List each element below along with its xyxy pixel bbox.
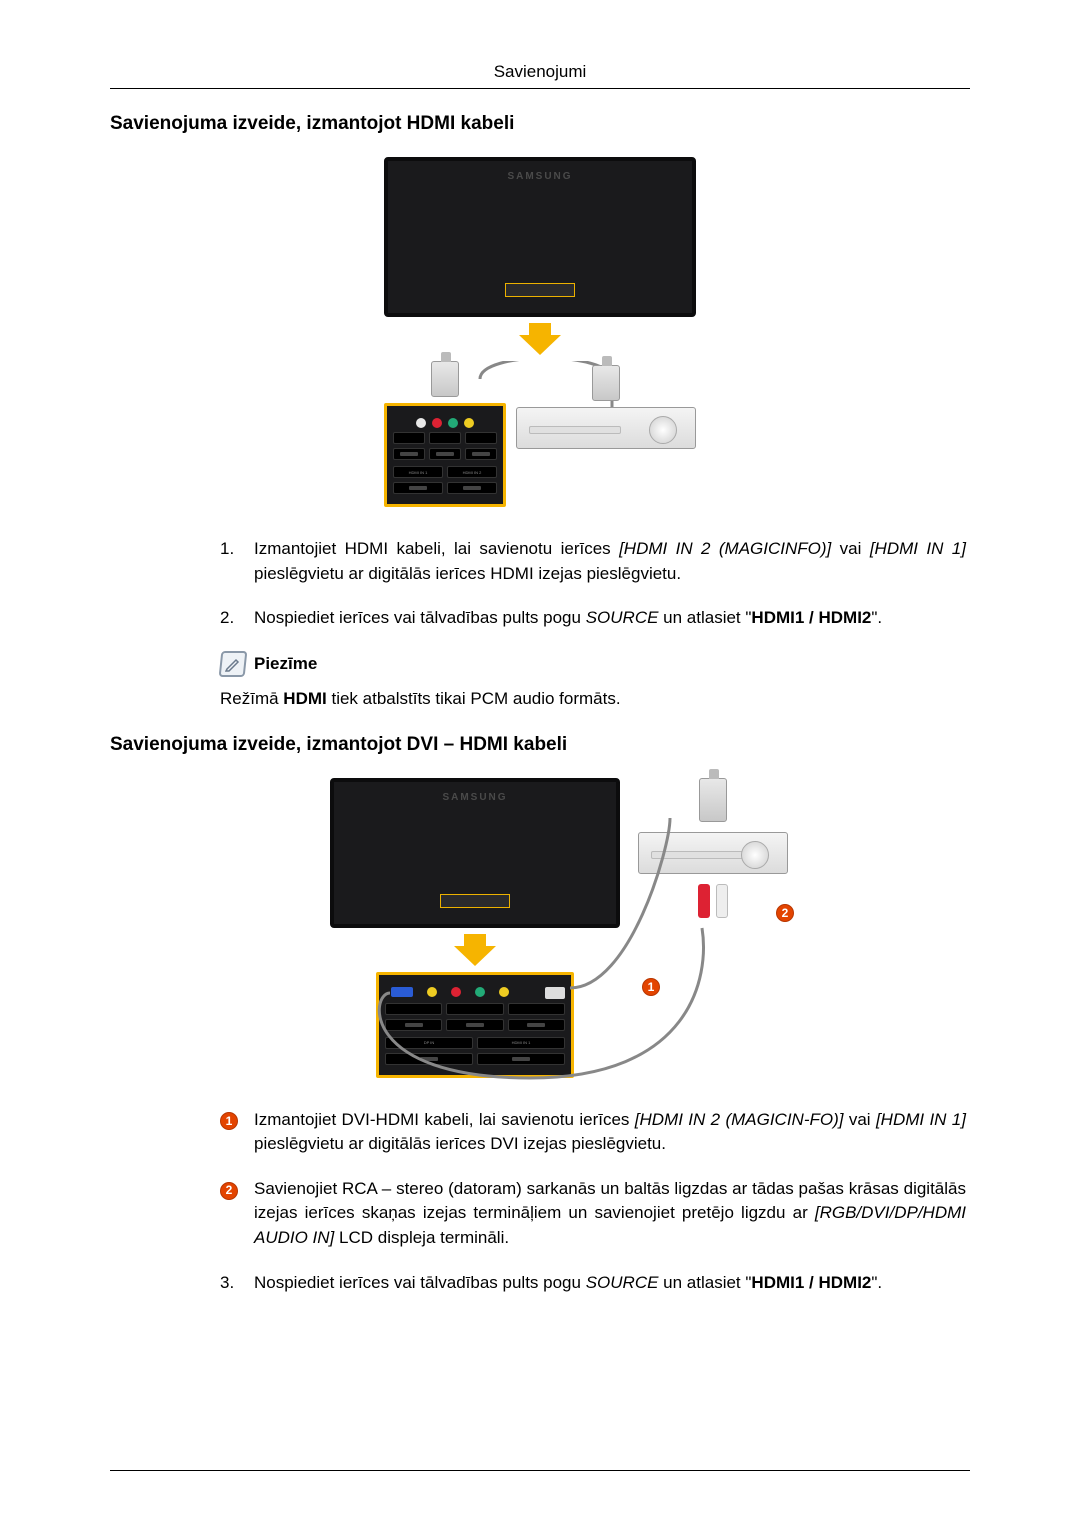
dvi-connector: [699, 778, 727, 822]
section2-diagram: SAMSUNG DP INHDM: [110, 778, 970, 1078]
section1-heading: Savienojuma izveide, izmantojot HDMI kab…: [110, 113, 970, 135]
text-fragment: vai: [831, 539, 870, 558]
list-item: 2 Savienojiet RCA – stereo (datoram) sar…: [220, 1177, 966, 1251]
text-fragment: Nospiediet ierīces vai tālvadības pults …: [254, 1273, 586, 1292]
footer-divider: [110, 1470, 970, 1471]
external-device-player: [516, 407, 696, 449]
text-fragment: un atlasiet ": [658, 1273, 751, 1292]
section2-heading: Savienojuma izveide, izmantojot DVI – HD…: [110, 734, 970, 756]
list-badge-icon: 2: [220, 1182, 238, 1200]
note-body: Režīmā HDMI tiek atbalstīts tikai PCM au…: [220, 687, 970, 712]
page-breadcrumb: Savienojumi: [110, 62, 970, 88]
list-item: 3. Nospiediet ierīces vai tālvadības pul…: [220, 1271, 966, 1296]
tv-hdmi-slot-highlight: [505, 283, 575, 297]
tv-brand-label: SAMSUNG: [442, 792, 507, 803]
hdmi-connector-tv-side: [431, 361, 459, 397]
text-fragment: Izmantojiet DVI-HDMI kabeli, lai savieno…: [254, 1110, 635, 1129]
note-label: Piezīme: [254, 654, 317, 674]
text-fragment-italic: [HDMI IN 1]: [870, 539, 966, 558]
section1-list: 1. Izmantojiet HDMI kabeli, lai savienot…: [220, 537, 966, 631]
tv-back-panel: SAMSUNG: [384, 157, 696, 317]
list-item: 1 Izmantojiet DVI-HDMI kabeli, lai savie…: [220, 1108, 966, 1157]
tv-hdmi-slot-highlight: [440, 894, 510, 908]
text-fragment: pieslēgvietu ar digitālās ierīces HDMI i…: [254, 564, 681, 583]
rca-plugs: [698, 884, 728, 918]
hdmi-connector-device-side: [592, 365, 620, 401]
note-icon: [219, 651, 248, 677]
section1-diagram: SAMSUNG HDMI IN 1HDMI IN 2: [110, 157, 970, 507]
arrow-down-icon: [454, 934, 496, 966]
tv-brand-label: SAMSUNG: [507, 171, 572, 182]
text-fragment-italic: SOURCE: [586, 1273, 659, 1292]
text-fragment: tiek atbalstīts tikai PCM audio formāts.: [327, 689, 621, 708]
list-item: 2. Nospiediet ierīces vai tālvadības pul…: [220, 606, 966, 631]
text-fragment: ".: [871, 608, 882, 627]
arrow-down-icon: [519, 323, 561, 355]
text-fragment: un atlasiet ": [658, 608, 751, 627]
section2-list: 1 Izmantojiet DVI-HDMI kabeli, lai savie…: [220, 1108, 966, 1296]
external-device-player: [638, 832, 788, 874]
text-fragment: pieslēgvietu ar digitālās ierīces DVI iz…: [254, 1134, 666, 1153]
text-fragment: vai: [843, 1110, 875, 1129]
text-fragment-bold: HDMI1 / HDMI2: [751, 1273, 871, 1292]
text-fragment-italic: [HDMI IN 1]: [876, 1110, 966, 1129]
text-fragment: Režīmā: [220, 689, 283, 708]
tv-port-panel: HDMI IN 1HDMI IN 2: [384, 403, 506, 507]
text-fragment: Izmantojiet HDMI kabeli, lai savienotu i…: [254, 539, 619, 558]
text-fragment-italic: SOURCE: [586, 608, 659, 627]
tv-back-panel: SAMSUNG: [330, 778, 620, 928]
tv-port-panel: DP INHDMI IN 1: [376, 972, 574, 1078]
text-fragment-italic: [HDMI IN 2 (MAGICINFO)]: [619, 539, 831, 558]
text-fragment: ".: [871, 1273, 882, 1292]
note-callout: Piezīme: [220, 651, 970, 677]
header-divider: [110, 88, 970, 89]
text-fragment: LCD displeja termināli.: [334, 1228, 509, 1247]
text-fragment: Nospiediet ierīces vai tālvadības pults …: [254, 608, 586, 627]
diagram-badge-2: 2: [776, 904, 794, 922]
list-number: 1.: [220, 537, 240, 586]
text-fragment-italic: [HDMI IN 2 (MAGICIN-FO)]: [635, 1110, 844, 1129]
text-fragment-bold: HDMI1 / HDMI2: [751, 608, 871, 627]
list-number: 3.: [220, 1271, 240, 1296]
text-fragment-bold: HDMI: [283, 689, 326, 708]
list-badge-icon: 1: [220, 1112, 238, 1130]
diagram-badge-1: 1: [642, 978, 660, 996]
list-number: 2.: [220, 606, 240, 631]
list-item: 1. Izmantojiet HDMI kabeli, lai savienot…: [220, 537, 966, 586]
